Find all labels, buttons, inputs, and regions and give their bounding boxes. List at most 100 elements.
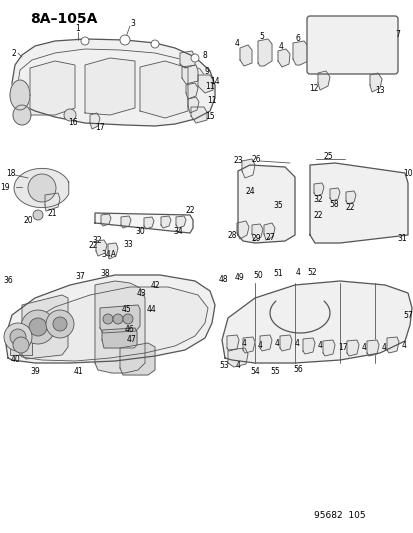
Text: 32: 32 [92, 236, 102, 245]
Text: 4: 4 [294, 338, 299, 348]
Text: 4: 4 [257, 341, 262, 350]
Circle shape [113, 314, 123, 324]
Text: 8: 8 [202, 51, 207, 60]
Polygon shape [176, 216, 185, 228]
Polygon shape [85, 58, 135, 115]
Text: 22: 22 [88, 240, 97, 249]
Text: 34A: 34A [101, 249, 116, 259]
Polygon shape [100, 305, 140, 333]
Text: 55: 55 [269, 367, 279, 376]
Text: 25: 25 [323, 151, 332, 160]
Text: 36: 36 [3, 276, 13, 285]
Polygon shape [197, 75, 212, 93]
Circle shape [13, 337, 29, 353]
Polygon shape [292, 41, 307, 65]
Polygon shape [242, 337, 254, 353]
Text: 4: 4 [278, 42, 283, 51]
Text: 22: 22 [185, 206, 194, 214]
Polygon shape [96, 240, 107, 256]
Polygon shape [369, 73, 381, 92]
Polygon shape [259, 335, 271, 351]
Circle shape [103, 314, 113, 324]
Polygon shape [386, 337, 398, 353]
Polygon shape [345, 191, 355, 204]
Polygon shape [13, 105, 31, 125]
Text: 57: 57 [402, 311, 412, 319]
Text: 18: 18 [6, 168, 16, 177]
Text: 15: 15 [205, 111, 214, 120]
Polygon shape [257, 39, 271, 66]
Polygon shape [12, 39, 214, 126]
Text: 19: 19 [0, 182, 10, 191]
Text: 11: 11 [207, 95, 216, 104]
Polygon shape [226, 335, 238, 351]
Polygon shape [90, 113, 100, 129]
Circle shape [21, 310, 55, 344]
Text: 30: 30 [135, 227, 145, 236]
Text: 8A–105A: 8A–105A [30, 12, 97, 26]
Text: 47: 47 [127, 335, 137, 343]
Polygon shape [346, 340, 358, 356]
Polygon shape [240, 45, 252, 66]
Circle shape [120, 35, 130, 45]
Text: 14: 14 [210, 77, 219, 85]
Text: 42: 42 [150, 280, 159, 289]
Circle shape [4, 323, 32, 351]
Text: 32: 32 [312, 195, 322, 204]
Text: 52: 52 [306, 268, 316, 277]
Circle shape [53, 317, 67, 331]
Text: 4: 4 [401, 341, 406, 350]
Text: 26: 26 [251, 155, 260, 164]
Text: 95682  105: 95682 105 [313, 511, 365, 520]
Polygon shape [102, 328, 137, 348]
Text: 17: 17 [337, 343, 347, 352]
Text: 38: 38 [100, 269, 109, 278]
Bar [10, 335, 32, 355]
Text: 46: 46 [125, 326, 135, 335]
Circle shape [29, 318, 47, 336]
Circle shape [81, 37, 89, 45]
Polygon shape [237, 165, 294, 243]
Polygon shape [22, 295, 68, 359]
Text: 43: 43 [137, 288, 147, 297]
Circle shape [123, 314, 133, 324]
Polygon shape [313, 183, 323, 196]
Text: 49: 49 [235, 272, 244, 281]
Text: 17: 17 [95, 123, 104, 132]
Circle shape [10, 329, 26, 345]
Text: 24: 24 [244, 187, 254, 196]
Text: 11: 11 [205, 82, 214, 91]
Text: 31: 31 [396, 233, 406, 243]
FancyBboxPatch shape [306, 16, 397, 74]
Text: 4: 4 [234, 38, 239, 47]
Text: 53: 53 [218, 360, 228, 369]
Polygon shape [228, 348, 247, 367]
Polygon shape [242, 159, 254, 178]
Polygon shape [18, 287, 207, 361]
Polygon shape [317, 71, 329, 90]
Polygon shape [144, 217, 154, 229]
Text: 16: 16 [68, 117, 78, 126]
Text: 6: 6 [295, 34, 300, 43]
Text: 37: 37 [75, 271, 85, 280]
Polygon shape [45, 193, 60, 211]
Text: 3: 3 [130, 19, 135, 28]
Polygon shape [277, 49, 289, 67]
Text: 4: 4 [381, 343, 386, 352]
Text: 23: 23 [233, 156, 242, 165]
Polygon shape [366, 340, 378, 356]
Text: 12: 12 [309, 84, 318, 93]
Text: 21: 21 [47, 208, 57, 217]
Text: 35: 35 [273, 200, 282, 209]
Polygon shape [140, 61, 188, 118]
Text: 10: 10 [402, 168, 412, 177]
Polygon shape [190, 107, 206, 123]
Polygon shape [329, 188, 339, 201]
Text: 33: 33 [123, 239, 133, 248]
Text: 4: 4 [242, 338, 246, 348]
Polygon shape [30, 61, 75, 115]
Text: 39: 39 [30, 367, 40, 376]
Polygon shape [302, 338, 314, 354]
Text: 22: 22 [313, 211, 322, 220]
Text: 40: 40 [11, 354, 21, 364]
